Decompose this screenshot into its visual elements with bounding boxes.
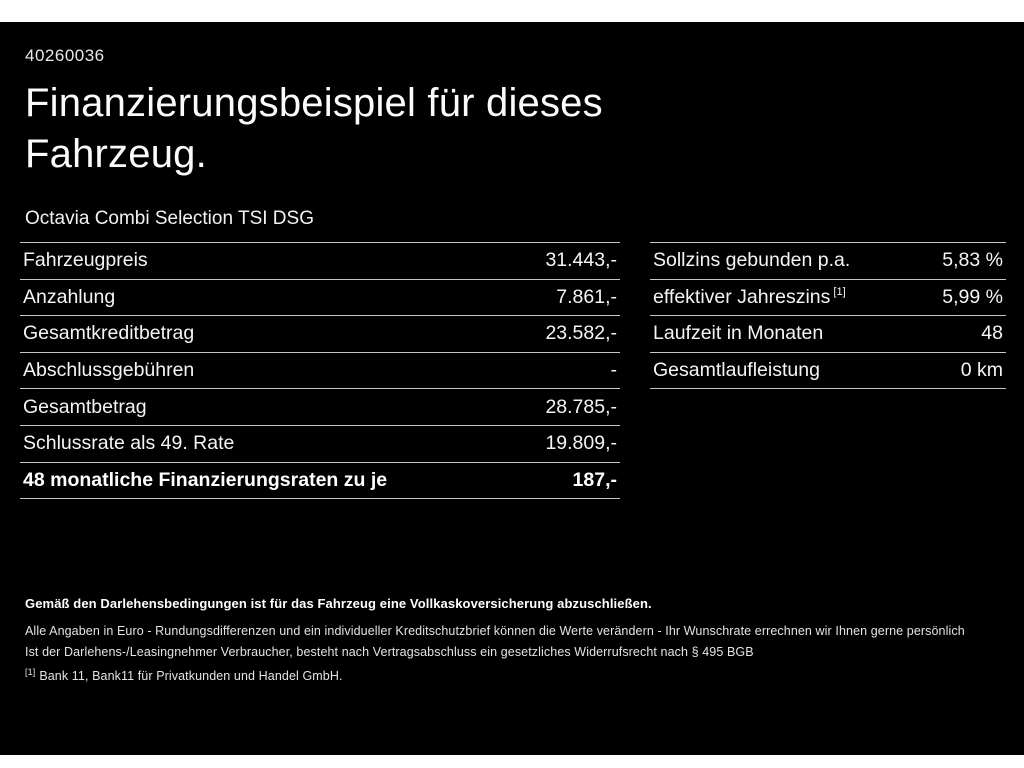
row-label: Abschlussgebühren bbox=[23, 359, 195, 382]
row-value: 19.809,- bbox=[545, 432, 617, 455]
finance-table-right: Sollzins gebunden p.a. 5,83 % effektiver… bbox=[650, 242, 1006, 390]
row-label: 48 monatliche Finanzierungsraten zu je bbox=[23, 468, 388, 491]
row-label: Schlussrate als 49. Rate bbox=[23, 432, 235, 455]
finance-table-left: Fahrzeugpreis 31.443,- Anzahlung 7.861,-… bbox=[20, 242, 620, 500]
row-value: 7.861,- bbox=[556, 285, 617, 308]
footnote-marker: [1] bbox=[833, 286, 846, 299]
row-label: Sollzins gebunden p.a. bbox=[653, 249, 851, 272]
page-title: Finanzierungsbeispiel für dieses Fahrzeu… bbox=[25, 78, 603, 180]
table-row: Sollzins gebunden p.a. 5,83 % bbox=[650, 242, 1006, 279]
table-row: Abschlussgebühren - bbox=[20, 351, 620, 389]
insurance-note: Gemäß den Darlehensbedingungen ist für d… bbox=[25, 596, 652, 611]
bottom-white-strip bbox=[0, 755, 1024, 768]
row-value: 31.443,- bbox=[545, 249, 617, 272]
table-row: Laufzeit in Monaten 48 bbox=[650, 315, 1006, 352]
table-row: effektiver Jahreszins [1] 5,99 % bbox=[650, 278, 1006, 316]
row-value: 5,99 % bbox=[942, 285, 1003, 308]
table-row: Anzahlung 7.861,- bbox=[20, 278, 620, 316]
bank-footnote-text: Bank 11, Bank11 für Privatkunden und Han… bbox=[39, 669, 343, 684]
row-value: 5,83 % bbox=[942, 249, 1003, 272]
offer-number: 40260036 bbox=[25, 46, 105, 65]
withdrawal-note: Ist der Darlehens-/Leasingnehmer Verbrau… bbox=[25, 645, 754, 659]
row-label: Gesamtbetrag bbox=[23, 395, 147, 418]
euro-note: Alle Angaben in Euro - Rundungsdifferenz… bbox=[25, 624, 965, 638]
table-row: Fahrzeugpreis 31.443,- bbox=[20, 242, 620, 279]
row-value: 48 bbox=[981, 322, 1003, 345]
row-label-text: effektiver Jahreszins bbox=[653, 285, 831, 308]
bank-footnote: [1] Bank 11, Bank11 für Privatkunden und … bbox=[25, 667, 993, 683]
row-label: Gesamtlaufleistung bbox=[653, 359, 820, 382]
row-value: 0 km bbox=[960, 359, 1003, 382]
row-value: 187,- bbox=[572, 468, 617, 491]
table-row: Schlussrate als 49. Rate 19.809,- bbox=[20, 424, 620, 462]
page-title-line1: Finanzierungsbeispiel für dieses bbox=[25, 81, 603, 125]
footnote-marker: [1] bbox=[25, 667, 36, 677]
table-row-monthly-rate: 48 monatliche Finanzierungsraten zu je 1… bbox=[20, 461, 620, 499]
row-value: 28.785,- bbox=[545, 395, 617, 418]
table-row: Gesamtlaufleistung 0 km bbox=[650, 351, 1006, 389]
row-label: Anzahlung bbox=[23, 285, 116, 308]
fineprint-section: Gemäß den Darlehensbedingungen ist für d… bbox=[25, 596, 993, 690]
table-row: Gesamtkreditbetrag 23.582,- bbox=[20, 315, 620, 352]
page-title-line2: Fahrzeug. bbox=[25, 132, 207, 177]
top-white-strip bbox=[0, 0, 1024, 22]
row-value: 23.582,- bbox=[545, 322, 617, 345]
row-label: effektiver Jahreszins [1] bbox=[653, 286, 846, 309]
row-label: Laufzeit in Monaten bbox=[653, 322, 824, 345]
row-label: Fahrzeugpreis bbox=[23, 249, 148, 272]
content-area: 40260036 Finanzierungsbeispiel für diese… bbox=[0, 22, 1024, 755]
vehicle-model: Octavia Combi Selection TSI DSG bbox=[25, 208, 314, 229]
row-value: - bbox=[610, 359, 618, 382]
row-label: Gesamtkreditbetrag bbox=[23, 322, 195, 345]
table-row: Gesamtbetrag 28.785,- bbox=[20, 388, 620, 425]
